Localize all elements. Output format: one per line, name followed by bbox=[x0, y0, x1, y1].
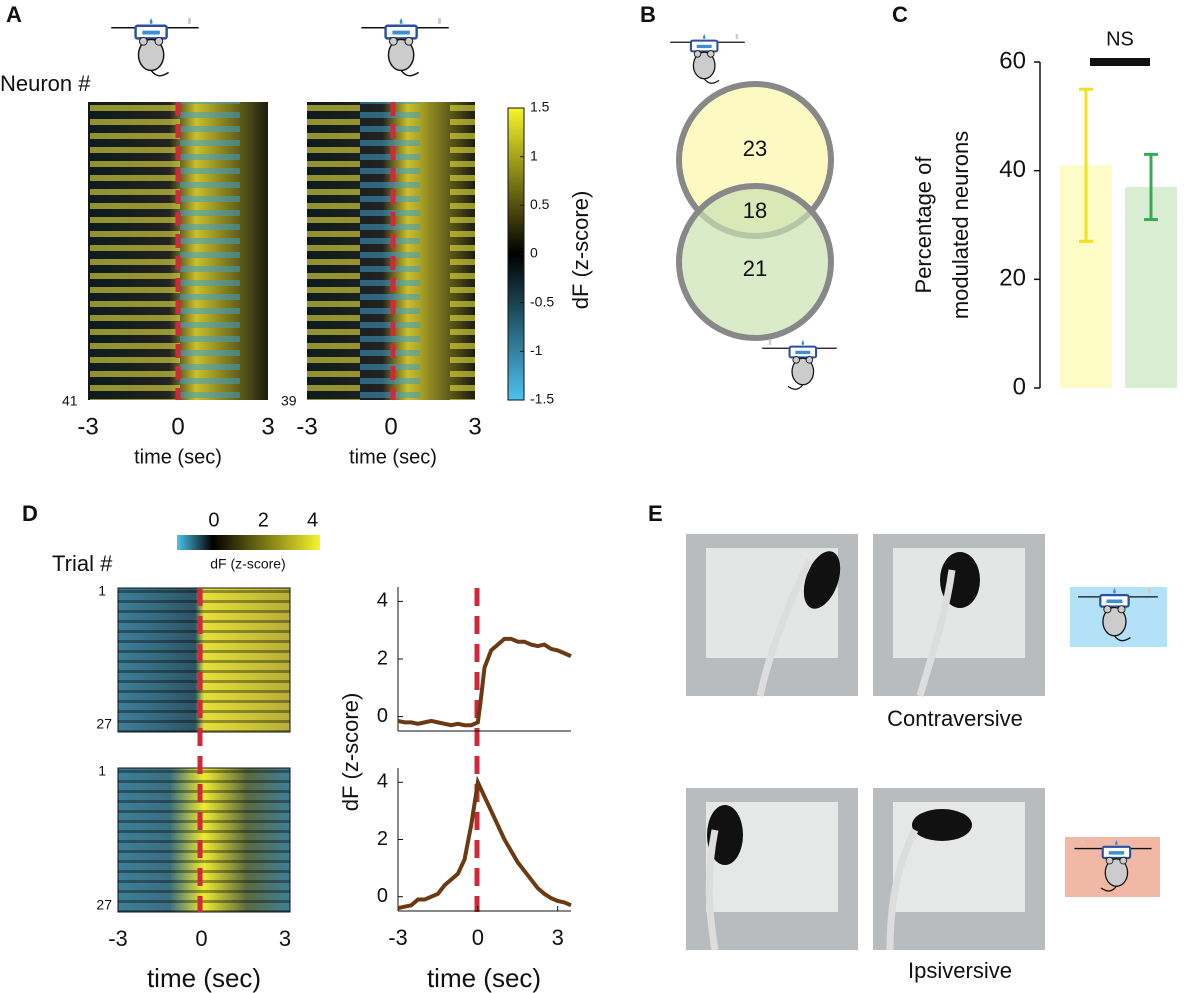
panel-letter: B bbox=[640, 2, 656, 27]
y-tick-label: 2 bbox=[377, 828, 388, 850]
venn-count: 23 bbox=[743, 136, 767, 161]
row-label: 27 bbox=[96, 897, 112, 913]
condition-label: Ipsiversive bbox=[908, 958, 1012, 983]
photo bbox=[873, 788, 1045, 951]
x-label: time (sec) bbox=[147, 963, 261, 993]
x-tick-label: -3 bbox=[296, 413, 317, 440]
row-label: 27 bbox=[96, 716, 112, 732]
colorbar-tick-label: 0 bbox=[530, 245, 538, 261]
y-tick-label: 20 bbox=[999, 265, 1026, 292]
mouse-icon bbox=[109, 18, 201, 78]
y-tick-label: 0 bbox=[1013, 373, 1026, 400]
colorbar-label: dF (z-score) bbox=[210, 556, 285, 572]
x-tick-label: 3 bbox=[261, 413, 274, 440]
y-tick-label: 60 bbox=[999, 47, 1026, 74]
panel-letter: A bbox=[6, 2, 22, 27]
x-tick-label: 0 bbox=[171, 413, 184, 440]
colorbar-tick-label: 1.5 bbox=[530, 99, 550, 115]
y-label: modulated neurons bbox=[948, 131, 973, 319]
y-label: Percentage of bbox=[911, 156, 936, 294]
colorbar-tick-label: 0 bbox=[208, 509, 219, 531]
x-tick-label: 0 bbox=[472, 925, 484, 950]
mouse-icon bbox=[761, 340, 838, 391]
photo bbox=[686, 788, 858, 951]
mouse-icon bbox=[669, 34, 746, 85]
x-tick-label: -3 bbox=[108, 926, 128, 951]
colorbar-tick-label: 0.5 bbox=[530, 196, 550, 212]
y-tick-label: 0 bbox=[377, 885, 388, 907]
row-label: 1 bbox=[98, 583, 106, 599]
colorbar-tick-label: 1 bbox=[530, 147, 538, 163]
trace bbox=[397, 636, 572, 728]
heatmap-texture bbox=[118, 588, 290, 732]
colorbar-tick-label: 4 bbox=[307, 509, 318, 531]
photo bbox=[873, 534, 1045, 697]
heatmap-texture bbox=[118, 768, 290, 912]
colorbar bbox=[177, 535, 320, 550]
photo bbox=[686, 534, 858, 697]
venn-count: 18 bbox=[743, 198, 767, 223]
trace bbox=[397, 775, 572, 911]
y-label: Trial # bbox=[52, 551, 113, 576]
panel-letter: C bbox=[892, 2, 908, 27]
x-label: time (sec) bbox=[427, 963, 541, 993]
x-tick-label: 3 bbox=[279, 926, 291, 951]
condition-label: Contraversive bbox=[887, 706, 1023, 731]
y-tick-label: 4 bbox=[377, 590, 388, 612]
mouse-icon bbox=[359, 18, 451, 78]
colorbar-tick-label: -1.5 bbox=[530, 391, 554, 407]
x-tick-label: -3 bbox=[77, 413, 98, 440]
colorbar-label: dF (z-score) bbox=[568, 191, 593, 310]
colorbar-tick-label: 2 bbox=[258, 509, 269, 531]
venn-count: 21 bbox=[743, 256, 767, 281]
panel-letter: E bbox=[648, 501, 663, 526]
y-label: Neuron # bbox=[0, 71, 91, 96]
row-label: 1 bbox=[98, 763, 106, 779]
colorbar-tick-label: -0.5 bbox=[530, 293, 554, 309]
y-tick-label: 40 bbox=[999, 156, 1026, 183]
x-tick-label: 0 bbox=[195, 926, 207, 951]
x-tick-label: 3 bbox=[552, 925, 564, 950]
x-tick-label: 0 bbox=[384, 413, 397, 440]
y-tick-label: 2 bbox=[377, 647, 388, 669]
y-tick-label: 0 bbox=[377, 705, 388, 727]
x-label: time (sec) bbox=[134, 446, 222, 468]
y-tick-label: 4 bbox=[377, 771, 388, 793]
y-label: dF (z-score) bbox=[338, 693, 363, 812]
annotation: NS bbox=[1106, 28, 1134, 50]
colorbar-tick-label: -1 bbox=[530, 342, 543, 358]
row-count: 41 bbox=[62, 393, 78, 409]
x-label: time (sec) bbox=[349, 446, 437, 468]
panel-letter: D bbox=[22, 501, 38, 526]
x-tick-label: -3 bbox=[388, 925, 408, 950]
x-tick-label: 3 bbox=[468, 413, 481, 440]
row-count: 39 bbox=[281, 393, 297, 409]
venn-circle bbox=[676, 183, 834, 341]
